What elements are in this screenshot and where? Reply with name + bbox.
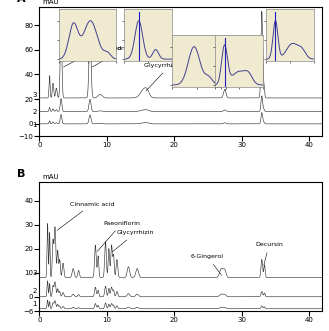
Text: A: A	[17, 0, 25, 4]
Text: 3: 3	[32, 92, 37, 98]
Text: 6-Gingerol: 6-Gingerol	[218, 63, 251, 90]
Text: Glycyrrhizin: Glycyrrhizin	[113, 230, 154, 252]
Text: 1: 1	[32, 301, 37, 307]
Text: Paeoniflorin: Paeoniflorin	[92, 46, 144, 67]
Text: mAU: mAU	[42, 0, 59, 5]
Text: Glycyrrhizic acid: Glycyrrhizic acid	[144, 63, 196, 91]
Text: 2: 2	[32, 288, 37, 294]
Text: Paeoniflorin: Paeoniflorin	[97, 221, 140, 252]
Text: B: B	[17, 169, 25, 179]
Text: mAU: mAU	[42, 174, 59, 180]
Text: Cinnamic acid: Cinnamic acid	[63, 46, 121, 67]
Text: 3: 3	[32, 270, 37, 276]
Text: 6-Gingerol: 6-Gingerol	[191, 254, 224, 275]
Text: 2: 2	[32, 109, 37, 115]
Text: Cinnamic acid: Cinnamic acid	[57, 202, 114, 230]
Text: 1: 1	[32, 122, 37, 128]
Text: Decursin: Decursin	[255, 242, 283, 265]
